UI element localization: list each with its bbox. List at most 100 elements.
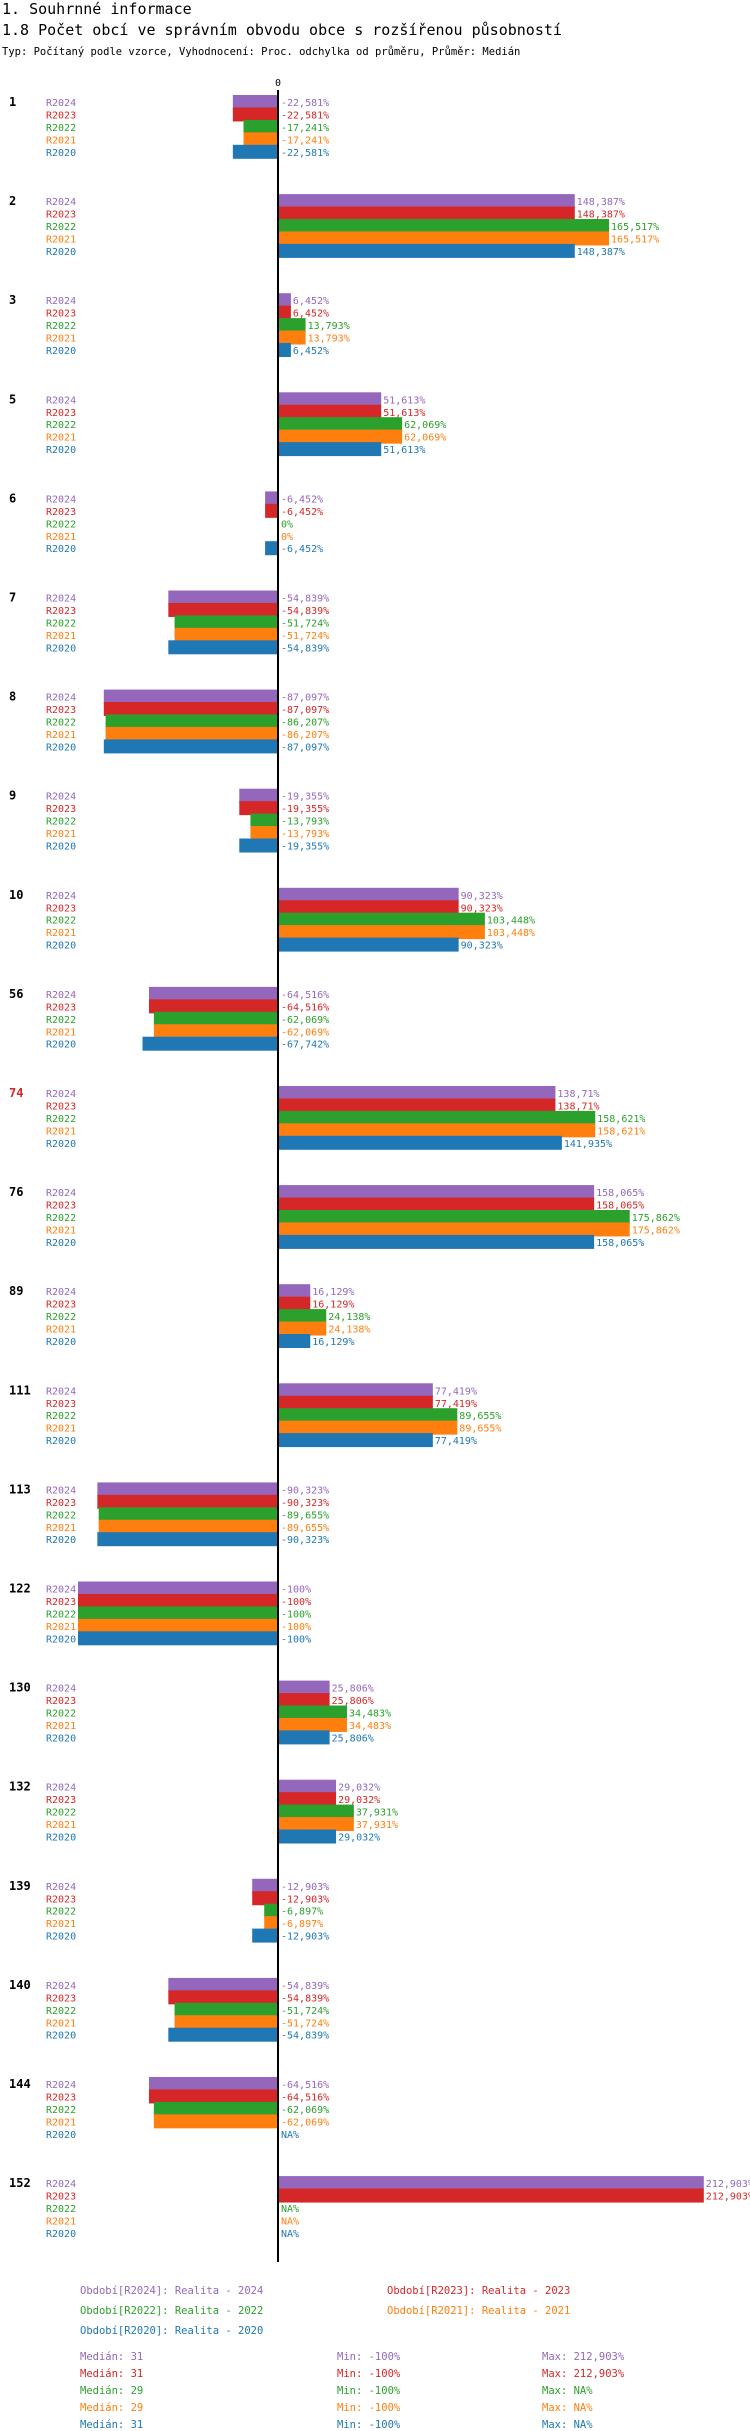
series-label: R2024 — [46, 1882, 76, 1893]
series-label: R2021 — [46, 2117, 76, 2128]
data-label: -6,897% — [281, 1907, 323, 1918]
series-label: R2024 — [46, 1981, 76, 1992]
bar — [265, 503, 278, 518]
series-label: R2022 — [46, 1312, 76, 1323]
bar — [278, 887, 459, 902]
data-label: 51,613% — [383, 408, 425, 419]
bar — [278, 1210, 630, 1224]
series-label: R2021 — [46, 730, 76, 741]
series-label: R2024 — [46, 1386, 76, 1397]
series-label: R2022 — [46, 1609, 76, 1620]
data-label: -67,742% — [281, 1040, 329, 1051]
series-label: R2024 — [46, 792, 76, 803]
data-label: 175,862% — [632, 1213, 680, 1224]
data-label: 138,71% — [557, 1101, 599, 1112]
bar — [168, 602, 278, 617]
bar — [168, 1977, 278, 1992]
group-label: 10 — [9, 888, 23, 902]
bar — [278, 231, 610, 246]
bar — [250, 826, 278, 841]
data-label: -22,581% — [281, 110, 329, 121]
bar — [278, 404, 382, 419]
series-label: R2020 — [46, 1040, 76, 1051]
series-label: R2022 — [46, 618, 76, 629]
bar — [278, 912, 485, 927]
series-label: R2022 — [46, 2204, 76, 2215]
series-label: R2020 — [46, 445, 76, 456]
series-label: R2021 — [46, 2216, 76, 2227]
series-label: R2023 — [46, 1795, 76, 1806]
series-label: R2024 — [46, 1783, 76, 1794]
legend-stat-median: Medián: 31 — [80, 2351, 144, 2363]
data-label: 34,483% — [349, 1721, 391, 1732]
bar — [174, 627, 278, 642]
series-label: R2021 — [46, 334, 76, 345]
bar — [278, 1098, 556, 1113]
group-label: 56 — [9, 987, 23, 1001]
series-label: R2022 — [46, 817, 76, 828]
series-label: R2024 — [46, 296, 76, 307]
legend-stat-median: Medián: 31 — [80, 2419, 144, 2431]
bar — [153, 2114, 278, 2129]
data-label: 25,806% — [332, 1684, 374, 1695]
data-label: 148,387% — [577, 247, 625, 258]
series-label: R2024 — [46, 2179, 76, 2190]
data-label: 0% — [281, 519, 293, 530]
data-label: -22,581% — [281, 148, 329, 159]
group-label: 9 — [9, 789, 16, 803]
bar — [148, 2089, 278, 2104]
group-label: 76 — [9, 1185, 23, 1199]
series-label: R2022 — [46, 1709, 76, 1720]
bar — [278, 1185, 595, 1200]
data-label: 89,655% — [459, 1411, 501, 1422]
data-label: -12,903% — [281, 1932, 329, 1943]
bar — [278, 1284, 311, 1299]
series-label: R2022 — [46, 321, 76, 332]
data-label: -12,903% — [281, 1882, 329, 1893]
bar — [278, 937, 459, 952]
series-label: R2022 — [46, 222, 76, 233]
series-label: R2023 — [46, 1399, 76, 1410]
bar — [97, 1482, 278, 1497]
data-label: -54,839% — [281, 643, 329, 654]
data-label: -54,839% — [281, 1981, 329, 1992]
data-label: 16,129% — [312, 1300, 354, 1311]
data-label: 90,323% — [461, 891, 503, 902]
group-label: 152 — [9, 2176, 31, 2190]
bar — [278, 429, 403, 444]
data-label: 16,129% — [312, 1337, 354, 1348]
data-label: -6,452% — [281, 507, 323, 518]
series-label: R2024 — [46, 594, 76, 605]
series-label: R2021 — [46, 1225, 76, 1236]
bar — [278, 2176, 704, 2191]
data-label: NA% — [281, 2130, 299, 2141]
data-label: 37,931% — [356, 1820, 398, 1831]
series-label: R2023 — [46, 1201, 76, 1212]
bar — [278, 219, 610, 233]
bar — [105, 726, 278, 741]
series-label: R2022 — [46, 2006, 76, 2017]
bar — [278, 1730, 330, 1745]
series-label: R2023 — [46, 1498, 76, 1509]
series-label: R2024 — [46, 1089, 76, 1100]
bar-chart: 0 1 R2024 -22,581% R2023 -22,581% R2022 -17,241… — [9, 78, 750, 2262]
data-label: 165,517% — [611, 234, 659, 245]
series-label: R2023 — [46, 408, 76, 419]
series-label: R2024 — [46, 395, 76, 406]
legend-stat-min: Min: -100% — [337, 2385, 401, 2397]
series-label: R2022 — [46, 1213, 76, 1224]
series-label: R2020 — [46, 1535, 76, 1546]
data-label: 24,138% — [328, 1312, 370, 1323]
group-label: 6 — [9, 491, 16, 505]
data-label: 24,138% — [328, 1325, 370, 1336]
bar — [278, 1296, 311, 1311]
series-label: R2020 — [46, 1634, 76, 1645]
bar — [78, 1593, 278, 1608]
bar — [278, 1829, 337, 1844]
series-label: R2024 — [46, 1585, 76, 1596]
data-label: -6,452% — [281, 494, 323, 505]
bar — [278, 1693, 330, 1708]
data-label: -100% — [281, 1609, 311, 1620]
bar — [278, 925, 485, 940]
bar — [174, 2015, 278, 2030]
